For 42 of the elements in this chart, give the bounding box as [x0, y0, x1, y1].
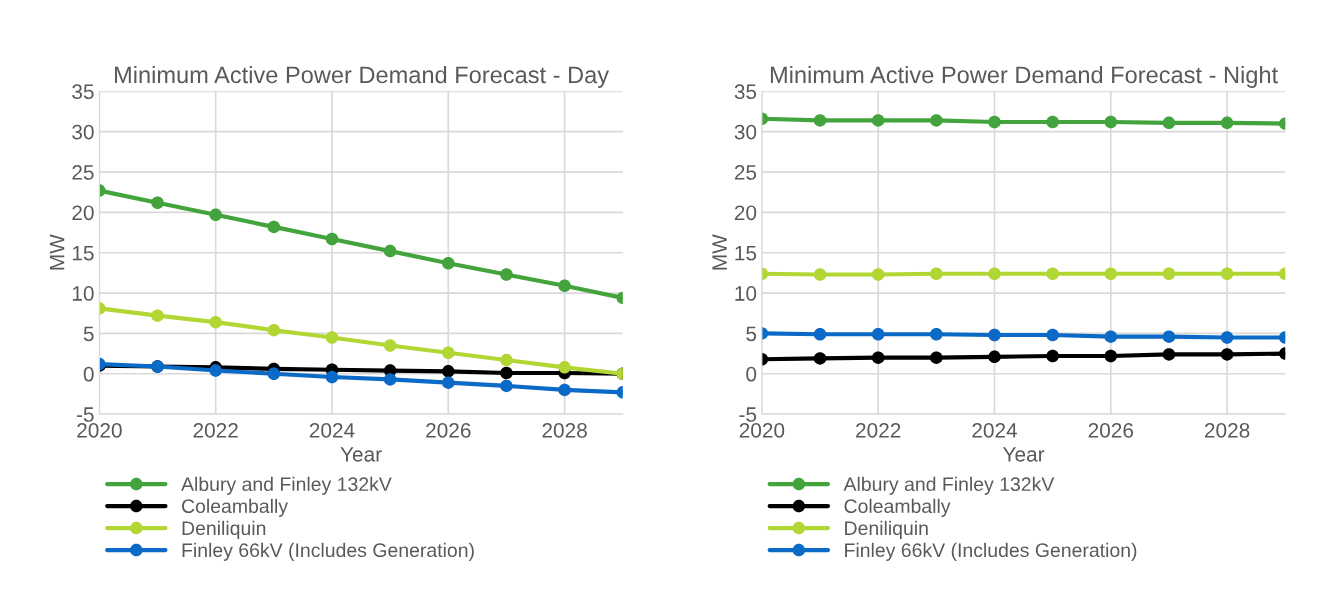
y-tick-label: 0	[83, 366, 94, 382]
x-axis-title: Year	[1002, 447, 1045, 462]
legend-label: Deniliquin	[182, 520, 266, 539]
y-tick-label: 25	[734, 165, 757, 180]
y-tick-label: 35	[72, 84, 94, 100]
y-tick-label: 15	[735, 245, 757, 261]
x-tick-label: 2022	[193, 423, 238, 438]
legend-label: Coleambally	[844, 498, 951, 517]
y-tick-label: 35	[734, 84, 757, 100]
x-tick-label: 2020	[77, 423, 122, 438]
legend-label: Albury and Finley 132kV	[181, 476, 392, 495]
y-tick-label: 30	[72, 124, 94, 140]
legend-label: Coleambally	[182, 498, 288, 517]
legend-label: Finley 66kV (Includes Generation)	[182, 542, 474, 561]
y-tick-label: -5	[76, 407, 94, 422]
y-tick-label: 10	[72, 286, 94, 301]
y-axis-title: MW	[712, 234, 727, 270]
y-tick-label: 5	[746, 326, 757, 342]
x-tick-label: 2026	[1088, 423, 1134, 438]
x-tick-label: 2024	[972, 423, 1018, 438]
x-tick-label: 2026	[426, 423, 471, 438]
y-tick-label: -5	[739, 407, 757, 422]
legend-label: Deniliquin	[845, 520, 928, 539]
x-tick-label: 2020	[739, 423, 785, 438]
x-tick-label: 2024	[309, 423, 355, 438]
y-axis-title: MW	[49, 234, 65, 270]
legend-label: Finley 66kV (Includes Generation)	[845, 542, 1137, 561]
y-tick-label: 30	[734, 124, 757, 140]
y-tick-label: 25	[72, 165, 94, 180]
y-tick-label: 0	[746, 366, 757, 382]
x-tick-label: 2022	[856, 423, 901, 438]
y-tick-label: 20	[734, 205, 757, 221]
x-tick-label: 2028	[1204, 423, 1250, 438]
y-tick-label: 15	[72, 245, 94, 261]
chart-title: Minimum Active Power Demand Forecast - Night	[770, 65, 1278, 88]
legend-label: Albury and Finley 132kV	[843, 476, 1055, 495]
y-tick-label: 5	[83, 326, 94, 342]
y-tick-label: 20	[72, 205, 94, 221]
x-tick-label: 2028	[542, 423, 587, 438]
y-tick-label: 10	[735, 286, 757, 301]
x-axis-title: Year	[340, 447, 382, 462]
chart-title: Minimum Active Power Demand Forecast - Day	[115, 65, 610, 88]
